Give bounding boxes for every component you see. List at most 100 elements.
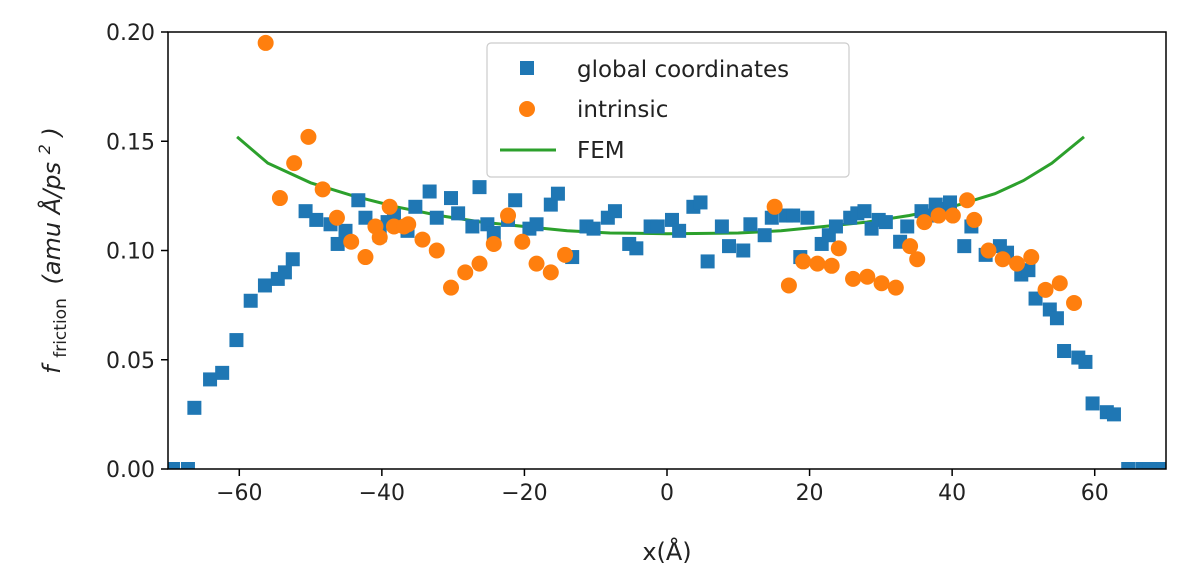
x-tick-label: 40 xyxy=(938,481,966,506)
y-axis-label-subscript: friction xyxy=(51,298,71,358)
intrinsic-point xyxy=(1066,294,1083,311)
intrinsic-point xyxy=(443,279,460,296)
global-point xyxy=(1121,462,1136,469)
global-point xyxy=(1028,291,1043,306)
global-point xyxy=(786,208,801,223)
global-point xyxy=(722,239,737,254)
intrinsic-point xyxy=(514,233,531,250)
global-point xyxy=(1142,462,1157,469)
global-point xyxy=(529,217,544,232)
global-point xyxy=(693,195,708,210)
series-layer xyxy=(168,34,1166,469)
global-point xyxy=(330,236,345,251)
global-point xyxy=(736,243,751,258)
global-point xyxy=(650,219,665,234)
intrinsic-point xyxy=(414,231,431,248)
intrinsic-point xyxy=(271,190,288,207)
global-point xyxy=(309,212,324,227)
intrinsic-point xyxy=(959,192,976,209)
global-point xyxy=(757,228,772,243)
intrinsic-point xyxy=(845,270,862,287)
global-point xyxy=(1078,354,1093,369)
global-point xyxy=(358,210,373,225)
y-tick-label: 0.05 xyxy=(106,349,155,374)
intrinsic-point xyxy=(916,214,933,231)
y-axis-label-close: ) xyxy=(38,127,66,138)
intrinsic-point xyxy=(557,246,574,263)
intrinsic-point xyxy=(873,275,890,292)
legend-marker-global xyxy=(520,61,534,75)
global-point xyxy=(298,204,313,219)
intrinsic-point xyxy=(381,198,398,215)
x-tick-label: −20 xyxy=(501,481,547,506)
global-point xyxy=(422,184,437,199)
global-point xyxy=(957,239,972,254)
intrinsic-point xyxy=(485,235,502,252)
intrinsic-point xyxy=(887,279,904,296)
y-tick-label: 0.10 xyxy=(106,240,155,265)
global-point xyxy=(1021,263,1036,278)
y-axis-label: f friction (amu Å/ps 2 ) xyxy=(28,127,72,374)
intrinsic-point xyxy=(930,207,947,224)
global-point xyxy=(800,210,815,225)
legend-marker-intrinsic xyxy=(519,101,535,117)
intrinsic-point xyxy=(909,251,926,268)
intrinsic-point xyxy=(286,155,303,172)
global-point xyxy=(215,365,230,380)
global-point xyxy=(1149,462,1164,469)
global-point xyxy=(1135,462,1150,469)
global-point xyxy=(607,204,622,219)
intrinsic-point xyxy=(528,255,545,272)
intrinsic-point xyxy=(428,242,445,259)
intrinsic-point xyxy=(471,255,488,272)
intrinsic-point xyxy=(343,233,360,250)
global-point xyxy=(486,226,501,241)
y-axis-label-main: f xyxy=(38,362,66,374)
intrinsic-point xyxy=(1051,275,1068,292)
intrinsic-point xyxy=(314,181,331,198)
legend: global coordinates intrinsic FEM xyxy=(486,42,850,178)
global-point xyxy=(465,219,480,234)
global-point xyxy=(1049,311,1064,326)
global-point xyxy=(277,265,292,280)
global-point xyxy=(857,204,872,219)
global-point xyxy=(878,215,893,230)
global-point xyxy=(429,210,444,225)
global-point xyxy=(285,252,300,267)
y-axis-label-superscript: 2 xyxy=(35,144,54,154)
intrinsic-point xyxy=(257,34,274,51)
legend-box xyxy=(486,42,850,178)
intrinsic-point xyxy=(766,198,783,215)
intrinsic-point xyxy=(367,218,384,235)
intrinsic-point xyxy=(1023,249,1040,266)
global-point xyxy=(828,219,843,234)
global-point xyxy=(243,293,258,308)
global-point xyxy=(1085,396,1100,411)
x-tick-label: 0 xyxy=(660,481,674,506)
global-point xyxy=(351,193,366,208)
global-point xyxy=(168,462,180,469)
intrinsic-point xyxy=(1037,281,1054,298)
y-tick-label: 0.00 xyxy=(106,458,155,483)
y-axis-label-units: (amu Å/ps xyxy=(37,162,66,285)
global-point xyxy=(1156,462,1166,469)
intrinsic-point xyxy=(780,277,797,294)
legend-label-intrinsic: intrinsic xyxy=(577,97,668,123)
x-tick-label: 20 xyxy=(796,481,824,506)
global-point xyxy=(629,241,644,256)
global-point xyxy=(444,191,459,206)
x-tick-label: 60 xyxy=(1081,481,1109,506)
x-axis-label: x(Å) xyxy=(642,537,691,566)
global-point xyxy=(543,197,558,212)
global-point xyxy=(187,400,202,415)
global-point xyxy=(900,219,915,234)
x-tick-label: −60 xyxy=(216,481,262,506)
intrinsic-point xyxy=(500,207,517,224)
intrinsic-point xyxy=(994,251,1011,268)
intrinsic-point xyxy=(328,209,345,226)
global-point xyxy=(508,193,523,208)
intrinsic-point xyxy=(809,255,826,272)
intrinsic-point xyxy=(300,128,317,145)
intrinsic-point xyxy=(980,242,997,259)
